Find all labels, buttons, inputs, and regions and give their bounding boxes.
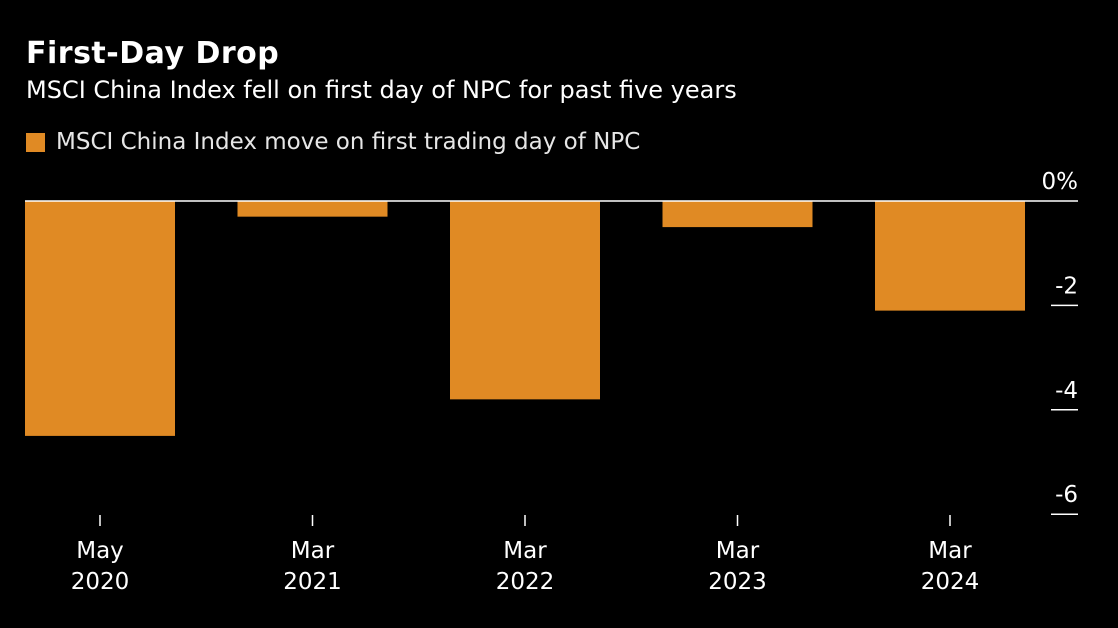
y-tick-label: -4 [1055,378,1078,404]
y-tick-label: 0% [1042,169,1079,195]
x-tick-label: May 2020 [71,538,130,595]
legend: MSCI China Index move on first trading d… [26,129,640,155]
x-tick-label: Mar 2022 [496,538,555,595]
bar [237,201,388,217]
legend-label: MSCI China Index move on first trading d… [56,129,641,155]
y-tick-label: -6 [1055,482,1078,508]
bar [662,201,813,228]
x-tick-label: Mar 2023 [708,538,767,595]
bar [450,201,600,400]
x-tick-label: Mar 2021 [283,538,342,595]
x-tick-label: Mar 2024 [921,538,980,595]
legend-swatch [26,132,45,152]
chart-subtitle: MSCI China Index fell on first day of NP… [26,76,737,104]
chart-title: First-Day Drop [26,36,280,71]
bar [875,201,1025,311]
bar [25,201,175,436]
y-tick-label: -2 [1055,273,1078,299]
